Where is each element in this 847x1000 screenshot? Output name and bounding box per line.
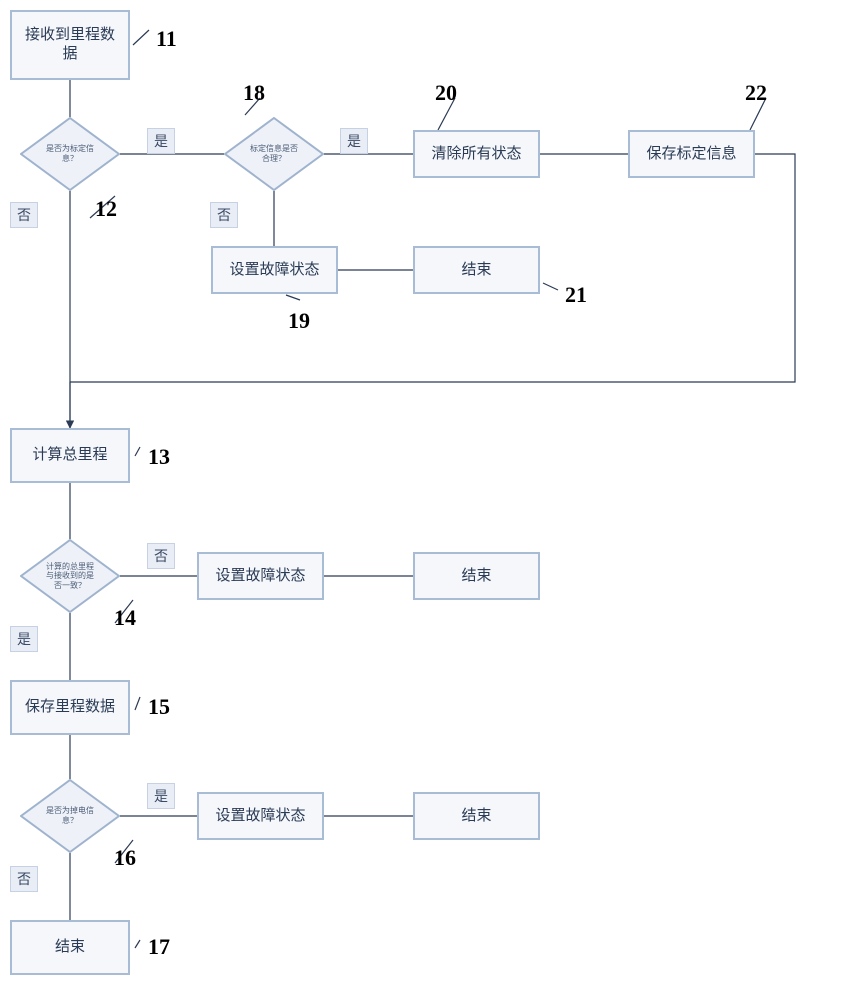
- node-n22: 保存标定信息: [628, 130, 755, 178]
- callout-t19: 19: [288, 308, 310, 334]
- node-n13: 计算总里程: [10, 428, 130, 483]
- decision-d12: 是否为标定信 息？: [20, 117, 120, 191]
- callout-t15: 15: [148, 694, 170, 720]
- branch-label-y16n: 否: [10, 866, 38, 892]
- node-n19: 设置故障状态: [211, 246, 338, 294]
- node-n15: 保存里程数据: [10, 680, 130, 735]
- node-n17: 结束: [10, 920, 130, 975]
- branch-label-y18n: 否: [210, 202, 238, 228]
- decision-d16: 是否为掉电信 息？: [20, 779, 120, 853]
- decision-d14: 计算的总里程 与接收到的是 否一致？: [20, 539, 120, 613]
- callout-t20: 20: [435, 80, 457, 106]
- branch-label-y12y: 是: [147, 128, 175, 154]
- edge-26: [135, 447, 140, 456]
- callout-t13: 13: [148, 444, 170, 470]
- edge-25: [543, 283, 558, 290]
- callout-t16: 16: [114, 845, 136, 871]
- node-n20: 清除所有状态: [413, 130, 540, 178]
- callout-t18: 18: [243, 80, 265, 106]
- node-n16f: 设置故障状态: [197, 792, 324, 840]
- flowchart-stage: 接收到里程数 据计算总里程保存里程数据结束清除所有状态保存标定信息设置故障状态结…: [0, 0, 847, 1000]
- node-n11: 接收到里程数 据: [10, 10, 130, 80]
- edge-27: [135, 697, 140, 710]
- node-n21end: 结束: [413, 246, 540, 294]
- callout-t21: 21: [565, 282, 587, 308]
- node-n14f: 设置故障状态: [197, 552, 324, 600]
- edge-23: [133, 30, 149, 45]
- branch-label-y16y: 是: [147, 783, 175, 809]
- callout-t12: 12: [95, 196, 117, 222]
- decision-d18: 标定信息是否 合理？: [224, 117, 324, 191]
- edge-24: [286, 295, 300, 300]
- edge-28: [135, 940, 140, 948]
- branch-label-y14y: 是: [10, 626, 38, 652]
- callout-t22: 22: [745, 80, 767, 106]
- branch-label-y12n: 否: [10, 202, 38, 228]
- callout-t14: 14: [114, 605, 136, 631]
- branch-label-y18y: 是: [340, 128, 368, 154]
- node-n14end: 结束: [413, 552, 540, 600]
- branch-label-y14n: 否: [147, 543, 175, 569]
- callout-t17: 17: [148, 934, 170, 960]
- node-n16end: 结束: [413, 792, 540, 840]
- callout-t11: 11: [156, 26, 177, 52]
